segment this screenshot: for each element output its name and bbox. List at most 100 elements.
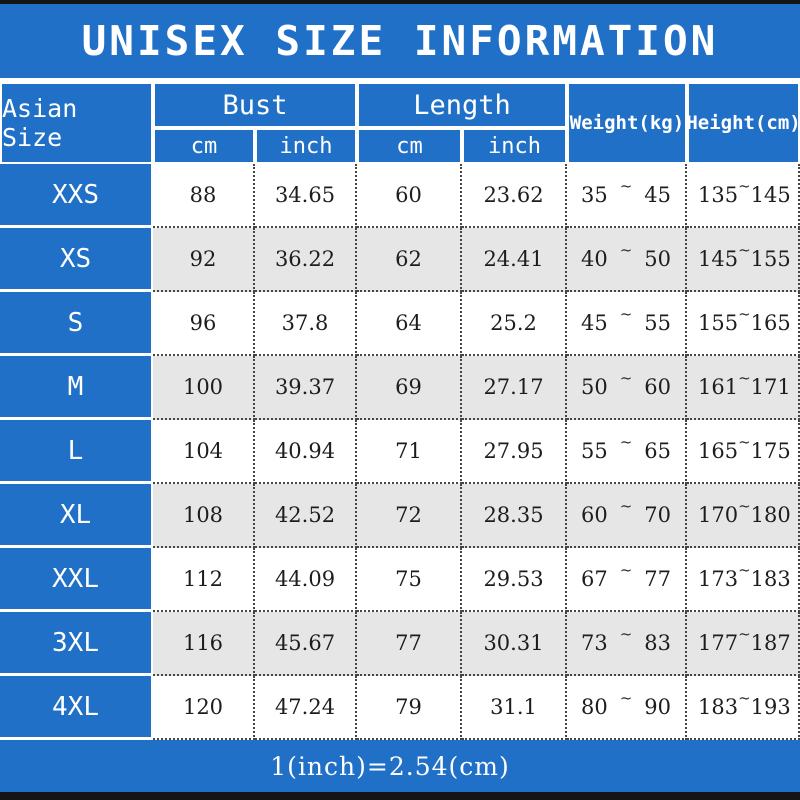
height-range: 165 ~ 175 [687, 420, 800, 484]
weight-min: 40 [581, 247, 608, 271]
tilde-symbol: ~ [738, 433, 751, 451]
table-header: Asian Size Bust Length Weight(kg) Height… [0, 82, 800, 164]
weight-min: 80 [581, 695, 608, 719]
tilde-symbol: ~ [619, 625, 633, 643]
size-label: XXS [0, 164, 153, 228]
weight-min: 45 [581, 311, 608, 335]
page-title: UNISEX SIZE INFORMATION [81, 17, 719, 65]
weight-max: 83 [644, 631, 671, 655]
tilde-symbol: ~ [738, 561, 751, 579]
height-min: 155 [698, 311, 739, 335]
table-row-3xl: 3XL 116 45.67 77 30.31 73 ~ 83 177 ~ 187 [0, 612, 800, 676]
table-body: XXS 88 34.65 60 23.62 35 ~ 45 135 ~ 145 … [0, 164, 800, 740]
height-min: 145 [698, 247, 739, 271]
length-cm-value: 79 [357, 676, 462, 740]
table-row-s: S 96 37.8 64 25.2 45 ~ 55 155 ~ 165 [0, 292, 800, 356]
weight-min: 67 [581, 567, 608, 591]
tilde-symbol: ~ [738, 305, 751, 323]
weight-min: 73 [581, 631, 608, 655]
size-label: XS [0, 228, 153, 292]
height-range: 170 ~ 180 [687, 484, 800, 548]
height-min: 183 [698, 695, 739, 719]
weight-max: 60 [644, 375, 671, 399]
height-max: 183 [750, 567, 791, 591]
height-min: 135 [698, 183, 739, 207]
weight-range: 35 ~ 45 [567, 164, 687, 228]
size-table: Asian Size Bust Length Weight(kg) Height… [0, 82, 800, 740]
size-label: M [0, 356, 153, 420]
tilde-symbol: ~ [619, 241, 633, 259]
weight-max: 70 [644, 503, 671, 527]
height-range: 173 ~ 183 [687, 548, 800, 612]
bust-inch-value: 36.22 [255, 228, 357, 292]
size-label: L [0, 420, 153, 484]
bust-cm-value: 108 [153, 484, 255, 548]
weight-min: 50 [581, 375, 608, 399]
weight-range: 45 ~ 55 [567, 292, 687, 356]
length-cm-value: 75 [357, 548, 462, 612]
bust-cm-value: 100 [153, 356, 255, 420]
header-length-inch: inch [462, 128, 567, 164]
height-range: 183 ~ 193 [687, 676, 800, 740]
length-inch-value: 27.95 [462, 420, 567, 484]
length-inch-value: 25.2 [462, 292, 567, 356]
tilde-symbol: ~ [619, 305, 633, 323]
bust-inch-value: 42.52 [255, 484, 357, 548]
bust-cm-value: 120 [153, 676, 255, 740]
height-range: 145 ~ 155 [687, 228, 800, 292]
size-label: S [0, 292, 153, 356]
bust-cm-value: 92 [153, 228, 255, 292]
height-min: 173 [698, 567, 739, 591]
table-row-4xl: 4XL 120 47.24 79 31.1 80 ~ 90 183 ~ 193 [0, 676, 800, 740]
length-inch-value: 28.35 [462, 484, 567, 548]
bust-inch-value: 45.67 [255, 612, 357, 676]
tilde-symbol: ~ [619, 497, 633, 515]
tilde-symbol: ~ [619, 689, 633, 707]
bust-inch-value: 40.94 [255, 420, 357, 484]
length-cm-value: 77 [357, 612, 462, 676]
tilde-symbol: ~ [738, 241, 751, 259]
height-max: 193 [750, 695, 791, 719]
header-bust: Bust [153, 82, 357, 128]
table-row-xxs: XXS 88 34.65 60 23.62 35 ~ 45 135 ~ 145 [0, 164, 800, 228]
header-bust-cm: cm [153, 128, 255, 164]
table-row-l: L 104 40.94 71 27.95 55 ~ 65 165 ~ 175 [0, 420, 800, 484]
tilde-symbol: ~ [619, 433, 633, 451]
weight-range: 60 ~ 70 [567, 484, 687, 548]
size-label: XL [0, 484, 153, 548]
length-cm-value: 69 [357, 356, 462, 420]
height-max: 171 [750, 375, 791, 399]
weight-range: 55 ~ 65 [567, 420, 687, 484]
height-max: 155 [750, 247, 791, 271]
bust-inch-value: 34.65 [255, 164, 357, 228]
length-inch-value: 30.31 [462, 612, 567, 676]
height-max: 145 [750, 183, 791, 207]
length-cm-value: 64 [357, 292, 462, 356]
size-label: XXL [0, 548, 153, 612]
height-range: 155 ~ 165 [687, 292, 800, 356]
tilde-symbol: ~ [738, 177, 751, 195]
length-cm-value: 60 [357, 164, 462, 228]
height-max: 175 [750, 439, 791, 463]
size-label: 3XL [0, 612, 153, 676]
weight-min: 35 [581, 183, 608, 207]
length-inch-value: 29.53 [462, 548, 567, 612]
footer-bar: 1(inch)=2.54(cm) [0, 740, 800, 792]
bottom-black-bar [0, 792, 800, 800]
height-min: 170 [698, 503, 739, 527]
table-row-xxl: XXL 112 44.09 75 29.53 67 ~ 77 173 ~ 183 [0, 548, 800, 612]
header-length: Length [357, 82, 567, 128]
weight-min: 60 [581, 503, 608, 527]
bust-inch-value: 47.24 [255, 676, 357, 740]
weight-min: 55 [581, 439, 608, 463]
tilde-symbol: ~ [619, 561, 633, 579]
bust-inch-value: 39.37 [255, 356, 357, 420]
length-cm-value: 72 [357, 484, 462, 548]
height-max: 180 [750, 503, 791, 527]
height-min: 165 [698, 439, 739, 463]
bust-inch-value: 44.09 [255, 548, 357, 612]
weight-max: 77 [644, 567, 671, 591]
weight-range: 80 ~ 90 [567, 676, 687, 740]
bust-inch-value: 37.8 [255, 292, 357, 356]
